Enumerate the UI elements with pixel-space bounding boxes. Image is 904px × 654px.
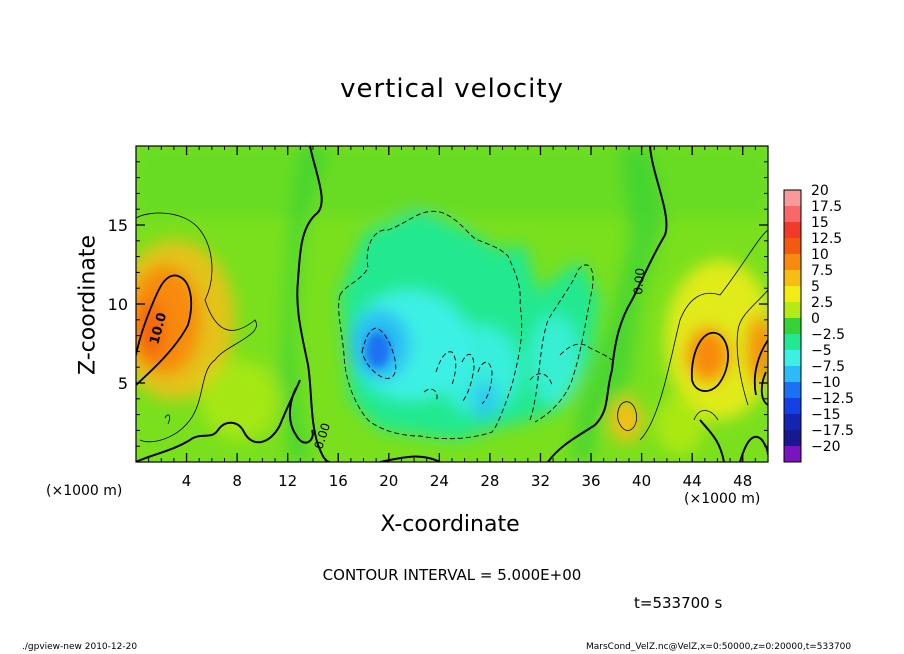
x-axis-unit-right: (×1000 m) [684,491,761,507]
colorbar-swatch [784,414,801,431]
x-tick-label: 12 [278,472,297,490]
colorbar-label: 7.5 [811,263,833,279]
colorbar-label: 5 [811,279,820,295]
x-axis-label: X-coordinate [380,512,520,537]
x-tick-label: 40 [632,472,651,490]
x-tick-label: 24 [430,472,449,490]
colorbar-label: 15 [811,215,829,231]
plot-field: 10.0 0.00 0.00 [136,146,768,462]
colorbar-swatch [784,190,801,207]
colorbar-label: −12.5 [811,391,854,407]
colorbar-label: 0 [811,311,820,327]
colorbar-label: −2.5 [811,327,845,343]
colorbar-label: −15 [811,407,841,423]
x-tick-label: 28 [480,472,499,490]
colorbar-swatch [784,302,801,319]
colorbar-swatch [784,270,801,287]
footer-right: MarsCond_VelZ.nc@VelZ,x=0:50000,z=0:2000… [586,642,852,652]
y-tick-label: 10 [108,295,128,314]
colorbar-label: −17.5 [811,423,854,439]
footer-left: ./gpview-new 2010-12-20 [22,642,138,652]
x-tick-label: 8 [232,472,242,490]
x-tick-label: 32 [531,472,550,490]
y-axis-label: Z-coordinate [75,235,101,375]
x-axis-unit-left: (×1000 m) [46,483,123,499]
colorbar-swatch [784,206,801,223]
contour-interval: CONTOUR INTERVAL = 5.000E+00 [322,566,582,584]
colorbar-swatch [784,254,801,271]
time-stamp: t=533700 s [634,594,723,612]
colorbar-label: 10 [811,247,829,263]
colorbar-swatch [784,398,801,415]
colorbar-label: 2.5 [811,295,833,311]
x-tick-label: 44 [683,472,702,490]
colorbar-label: −7.5 [811,359,845,375]
colorbar-label: −10 [811,375,841,391]
colorbar-swatch [784,382,801,399]
colorbar-swatch [784,334,801,351]
colorbar-frame [783,189,802,463]
colorbar-label: −5 [811,343,832,359]
x-tick-label: 20 [379,472,398,490]
colorbar-swatch [784,286,801,303]
colorbar-swatch [784,446,801,463]
chart-title: vertical velocity [340,74,564,104]
colorbar-label: −20 [811,439,841,455]
colorbar-swatch [784,430,801,447]
colorbar-swatch [784,366,801,383]
y-tick-label: 15 [108,216,128,235]
colorbar-swatch [784,318,801,335]
x-tick-label: 36 [581,472,600,490]
x-tick-label: 4 [182,472,192,490]
colorbar-swatch [784,350,801,367]
colorbar-label: 12.5 [811,231,842,247]
colorbar-swatch [784,222,801,239]
colorbar: 2017.51512.5107.552.50−2.5−5−7.5−10−12.5… [783,183,854,463]
colorbar-swatch [784,238,801,255]
x-tick-label: 16 [329,472,348,490]
y-tick-label: 5 [118,374,128,393]
contour-label-zero-right: 0.00 [631,267,647,295]
colorbar-label: 20 [811,183,829,199]
colorbar-label: 17.5 [811,199,842,215]
x-tick-label: 48 [733,472,752,490]
